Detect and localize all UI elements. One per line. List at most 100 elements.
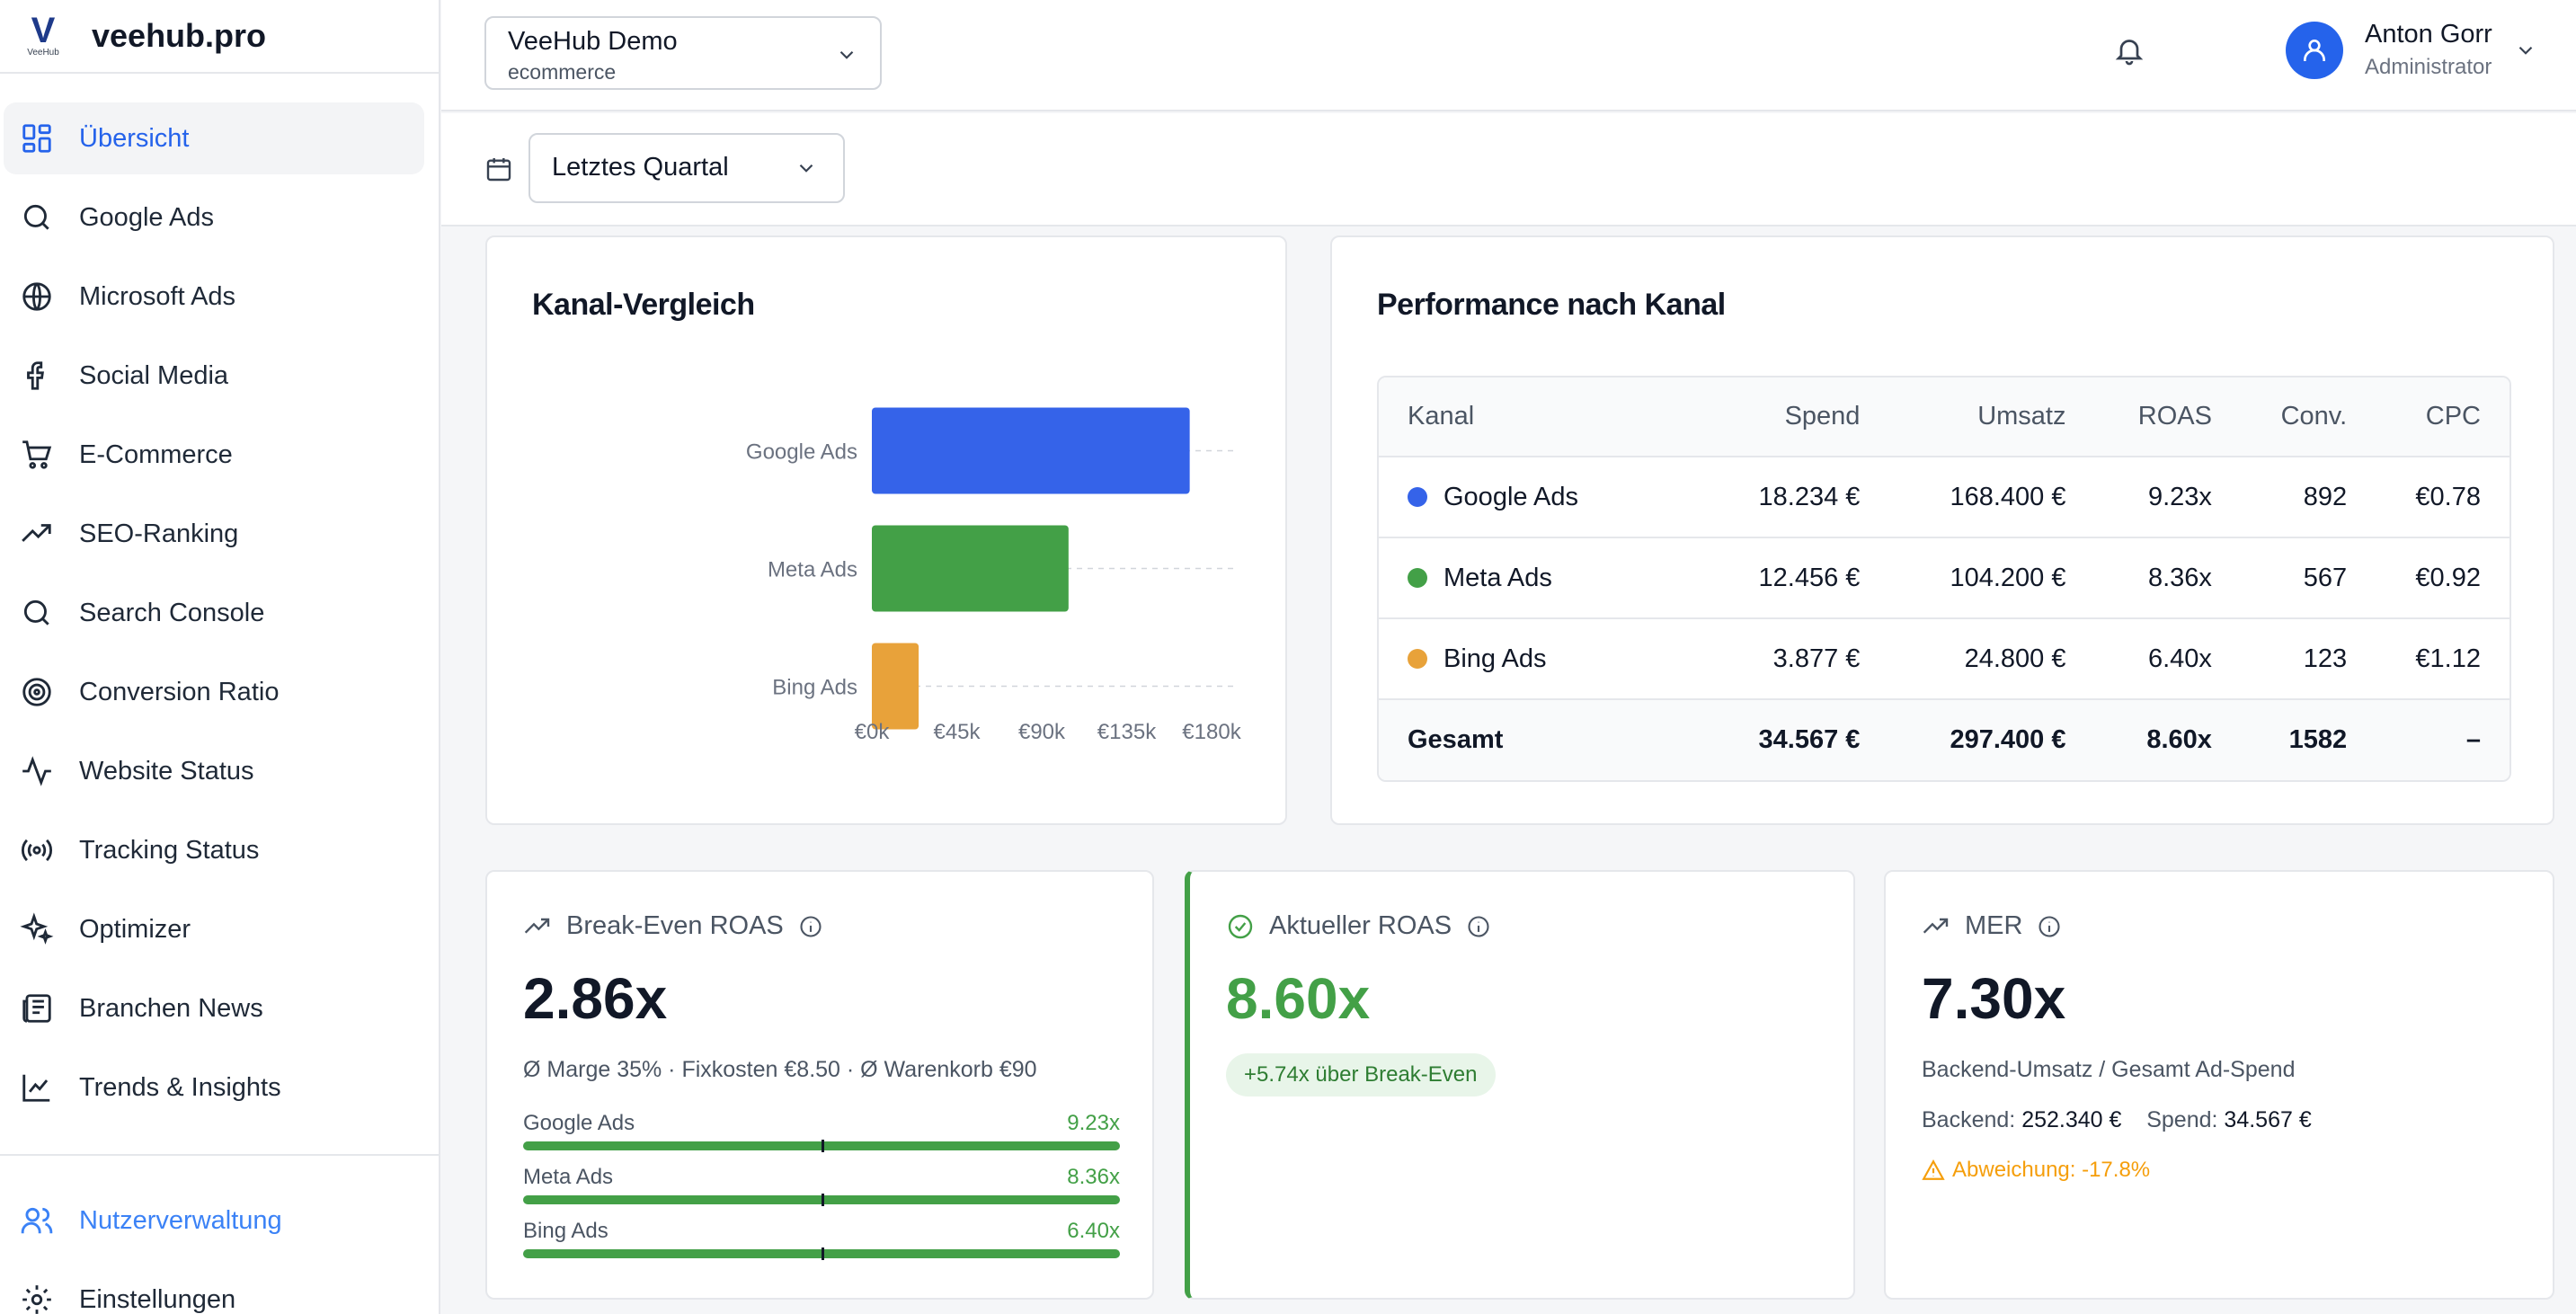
period-value: Letztes Quartal	[552, 153, 729, 182]
sidebar-item-google-ads[interactable]: Google Ads	[4, 182, 424, 253]
info-icon[interactable]	[1466, 914, 1491, 939]
table-total-row: Gesamt 34.567 € 297.400 € 8.60x 1582 –	[1379, 698, 2509, 780]
card-title: Performance nach Kanal	[1377, 288, 1726, 322]
kpi-value: 7.30x	[1922, 966, 2066, 1031]
column-header[interactable]: Umsatz	[1888, 377, 2095, 457]
user-icon	[2304, 39, 2325, 61]
spend-cell: 34.567 €	[1703, 698, 1889, 780]
table-row: Google Ads 18.234 € 168.400 € 9.23x 892 …	[1379, 457, 2509, 538]
kpi-title: MER	[1965, 911, 2023, 940]
sidebar-item-optimizer[interactable]: Optimizer	[4, 893, 424, 965]
period-select[interactable]: Letztes Quartal	[529, 133, 845, 203]
sidebar-item-label: E-Commerce	[79, 439, 233, 469]
info-icon[interactable]	[2037, 914, 2062, 939]
channel-cell: Bing Ads	[1379, 618, 1704, 700]
sidebar-item-label: Übersicht	[79, 123, 190, 153]
x-tick-label: €90k	[1018, 720, 1066, 744]
backend-label: Backend:	[1922, 1107, 2016, 1132]
roas-cell: 9.23x	[2094, 457, 2241, 538]
sidebar-item-label: Nutzerverwaltung	[79, 1205, 282, 1235]
search-icon	[18, 199, 56, 236]
calendar-icon	[486, 158, 511, 182]
sidebar-item-label: Optimizer	[79, 914, 191, 944]
column-header[interactable]: ROAS	[2094, 377, 2241, 457]
sidebar-item-label: Microsoft Ads	[79, 281, 236, 311]
avatar	[2286, 21, 2343, 79]
column-header[interactable]: CPC	[2376, 377, 2509, 457]
channel-comparison-card: Kanal-Vergleich Google Ads Meta Ads Bing A…	[485, 235, 1287, 825]
bell-icon[interactable]	[2113, 34, 2145, 67]
user-name: Anton Gorr	[2365, 20, 2492, 49]
sidebar-item-microsoft-ads[interactable]: Microsoft Ads	[4, 261, 424, 333]
break-even-marker	[822, 1194, 824, 1206]
bar-value: 8.36x	[1067, 1165, 1120, 1189]
meta-dot	[1408, 567, 1427, 588]
column-header[interactable]: Kanal	[1379, 377, 1704, 457]
sidebar-item-conversion-ratio[interactable]: Conversion Ratio	[4, 656, 424, 728]
current-roas-card: Aktueller ROAS 8.60x +5.74x über Break-E…	[1185, 870, 1855, 1300]
x-tick-label: €0k	[855, 720, 891, 744]
warning-text: Abweichung: -17.8%	[1952, 1158, 2151, 1182]
brand[interactable]: V VeeHub veehub.pro	[0, 0, 439, 74]
chevron-down-icon	[799, 164, 813, 173]
logo: V VeeHub	[22, 13, 65, 59]
spend-cell: 18.234 €	[1703, 457, 1889, 538]
sidebar-item-einstellungen[interactable]: Einstellungen	[4, 1264, 426, 1314]
topbar: VeeHub Demo ecommerce Anton Gorr Adminis…	[441, 0, 2576, 111]
info-icon[interactable]	[798, 914, 823, 939]
column-header[interactable]: Spend	[1703, 377, 1889, 457]
table-row: Meta Ads 12.456 € 104.200 € 8.36x 567 €0…	[1379, 537, 2509, 619]
table-header-row: Kanal Spend Umsatz ROAS Conv. CPC	[1379, 377, 2509, 457]
bar	[872, 525, 1069, 612]
sidebar-item-website-status[interactable]: Website Status	[4, 735, 424, 807]
sidebar-bottom: Nutzerverwaltung Einstellungen	[0, 1185, 440, 1314]
sidebar-item-social-media[interactable]: Social Media	[4, 340, 424, 412]
sidebar-item-label: Google Ads	[79, 202, 214, 232]
sidebar-item-seo-ranking[interactable]: SEO-Ranking	[4, 498, 424, 570]
revenue-cell: 168.400 €	[1888, 457, 2095, 538]
roas-bar-row: Bing Ads 6.40x	[523, 1219, 1120, 1273]
sidebar-divider	[0, 1154, 440, 1156]
account-type: ecommerce	[508, 60, 617, 84]
sidebar-item-uebersicht[interactable]: Übersicht	[4, 102, 424, 174]
backend-value: 252.340 €	[2021, 1107, 2122, 1132]
conv-cell: 1582	[2240, 698, 2376, 780]
sparkles-icon	[18, 910, 56, 948]
chevron-down-icon	[2518, 46, 2533, 55]
bar-label: Bing Ads	[523, 1219, 608, 1243]
kpi-value: 2.86x	[523, 966, 668, 1031]
roas-bar-row: Google Ads 9.23x	[523, 1111, 1120, 1165]
sidebar-item-e-commerce[interactable]: E-Commerce	[4, 419, 424, 491]
bar-label: Meta Ads	[523, 1165, 614, 1189]
line-chart-icon	[18, 1069, 56, 1106]
column-header[interactable]: Conv.	[2240, 377, 2376, 457]
channel-name: Google Ads	[1443, 482, 1578, 511]
bing-dot	[1408, 648, 1427, 669]
roas-cell: 8.60x	[2094, 698, 2241, 780]
kpi-title: Break-Even ROAS	[566, 911, 784, 940]
sidebar-item-branchen-news[interactable]: Branchen News	[4, 972, 424, 1044]
sidebar-item-label: Branchen News	[79, 993, 263, 1023]
radio-icon	[18, 831, 56, 869]
user-menu[interactable]: Anton Gorr Administrator	[2286, 20, 2537, 80]
trending-up-icon	[524, 918, 550, 934]
globe-icon	[18, 278, 56, 315]
sidebar-item-label: Search Console	[79, 598, 265, 627]
sidebar-item-trends-insights[interactable]: Trends & Insights	[4, 1052, 424, 1123]
sidebar-item-nutzerverwaltung[interactable]: Nutzerverwaltung	[4, 1185, 426, 1256]
channel-bar-chart: Google Ads Meta Ads Bing Ads €0k €45k €90k €13…	[746, 407, 1242, 744]
sidebar-nav: Übersicht Google Ads Microsoft Ads Socia…	[0, 74, 439, 1123]
bar-track	[523, 1140, 1120, 1152]
performance-table: Kanal Spend Umsatz ROAS Conv. CPC Google…	[1377, 376, 2511, 782]
performance-card: Performance nach Kanal Kanal Spend Umsat…	[1330, 235, 2554, 825]
sidebar-item-label: Tracking Status	[79, 835, 260, 865]
kpi-subtitle: Backend-Umsatz / Gesamt Ad-Spend	[1922, 1057, 2296, 1082]
logo-letter: V	[31, 11, 56, 50]
mer-card: MER 7.30x Backend-Umsatz / Gesamt Ad-Spe…	[1884, 870, 2554, 1300]
spend-value: 34.567 €	[2224, 1107, 2312, 1132]
sidebar-item-search-console[interactable]: Search Console	[4, 577, 424, 649]
table-row: Bing Ads 3.877 € 24.800 € 6.40x 123 €1.1…	[1379, 618, 2509, 700]
account-select[interactable]: VeeHub Demo ecommerce	[484, 16, 882, 90]
delta-badge: +5.74x über Break-Even	[1226, 1053, 1496, 1096]
sidebar-item-tracking-status[interactable]: Tracking Status	[4, 814, 424, 886]
